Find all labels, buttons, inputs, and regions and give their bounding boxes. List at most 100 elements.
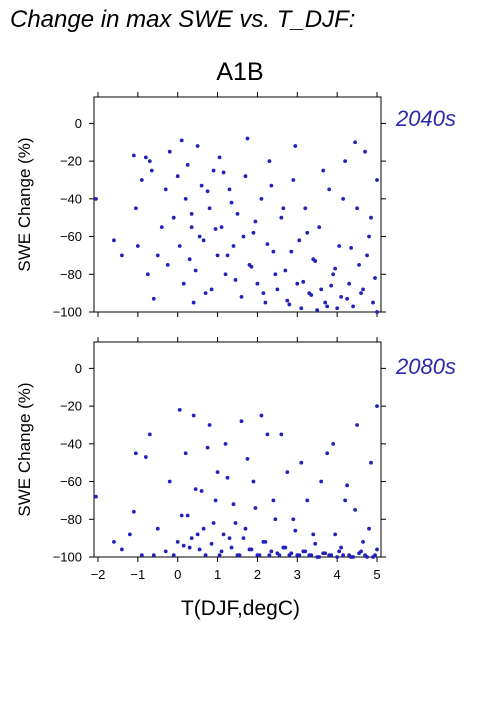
data-point bbox=[229, 545, 234, 550]
data-point bbox=[357, 551, 361, 556]
data-point bbox=[245, 136, 250, 141]
data-point bbox=[341, 553, 346, 558]
data-point bbox=[367, 234, 371, 239]
data-point bbox=[351, 304, 355, 309]
data-point bbox=[94, 494, 98, 499]
data-point bbox=[171, 553, 176, 558]
data-point bbox=[345, 483, 350, 488]
data-point bbox=[347, 281, 352, 286]
data-point bbox=[349, 555, 354, 559]
data-point bbox=[149, 168, 154, 173]
data-point bbox=[239, 295, 244, 299]
y-tick-label: −20 bbox=[60, 154, 82, 169]
data-point bbox=[185, 513, 190, 518]
data-point bbox=[209, 287, 214, 292]
data-point bbox=[147, 159, 152, 164]
data-point bbox=[279, 432, 284, 437]
data-point bbox=[155, 253, 160, 258]
data-point bbox=[231, 502, 236, 507]
data-point bbox=[189, 212, 194, 216]
data-point bbox=[205, 189, 210, 194]
data-point bbox=[359, 291, 363, 296]
data-point bbox=[215, 253, 220, 258]
data-point bbox=[217, 155, 222, 160]
data-point bbox=[187, 257, 192, 262]
data-point bbox=[225, 253, 230, 258]
data-point bbox=[211, 521, 216, 525]
data-point bbox=[241, 234, 246, 239]
data-point bbox=[337, 549, 342, 554]
data-point bbox=[191, 300, 196, 305]
data-point bbox=[299, 306, 304, 311]
data-point bbox=[373, 276, 377, 280]
y-tick-label: −100 bbox=[53, 305, 82, 320]
data-point bbox=[181, 543, 186, 548]
data-point bbox=[241, 536, 246, 541]
data-point bbox=[253, 506, 258, 510]
data-point bbox=[305, 498, 310, 503]
data-point bbox=[321, 168, 326, 173]
data-point bbox=[373, 553, 377, 558]
data-point bbox=[163, 549, 168, 554]
data-point bbox=[201, 526, 206, 531]
data-point bbox=[331, 272, 336, 277]
data-point bbox=[253, 219, 258, 224]
x-tick-label: 4 bbox=[334, 567, 341, 582]
data-point bbox=[305, 230, 310, 235]
data-point bbox=[339, 295, 344, 299]
data-point bbox=[285, 470, 290, 475]
data-point bbox=[263, 300, 268, 305]
data-point bbox=[323, 300, 328, 305]
data-point bbox=[243, 174, 248, 179]
data-point bbox=[291, 517, 296, 522]
data-point bbox=[120, 547, 124, 552]
data-point bbox=[349, 245, 354, 250]
data-point bbox=[285, 298, 290, 303]
data-point bbox=[327, 187, 332, 192]
data-point bbox=[179, 138, 184, 143]
x-axis-title: T(DJF,degC) bbox=[181, 597, 300, 620]
data-point bbox=[223, 272, 228, 277]
data-point bbox=[189, 225, 194, 230]
data-point bbox=[303, 206, 308, 211]
data-point bbox=[361, 540, 365, 544]
data-point bbox=[239, 419, 244, 424]
data-point bbox=[235, 212, 240, 216]
y-tick-label: −100 bbox=[53, 550, 82, 565]
data-point bbox=[219, 225, 224, 230]
data-point bbox=[175, 540, 180, 544]
data-point bbox=[319, 479, 324, 484]
y-tick-label: −60 bbox=[60, 229, 82, 244]
data-point bbox=[269, 549, 274, 554]
data-point bbox=[145, 272, 150, 277]
data-point bbox=[112, 238, 116, 243]
data-point bbox=[171, 215, 176, 220]
data-point bbox=[319, 287, 324, 292]
data-point bbox=[143, 155, 148, 160]
data-point bbox=[213, 227, 218, 231]
data-point bbox=[255, 281, 260, 286]
data-point bbox=[249, 264, 254, 269]
data-point bbox=[249, 547, 254, 552]
data-point bbox=[133, 451, 138, 456]
data-point bbox=[181, 281, 186, 286]
data-point bbox=[193, 268, 198, 273]
data-point bbox=[127, 532, 132, 537]
data-point bbox=[143, 455, 148, 459]
data-point bbox=[365, 555, 369, 559]
data-point bbox=[245, 457, 250, 461]
data-point bbox=[211, 168, 216, 173]
data-point bbox=[203, 553, 208, 558]
data-point bbox=[177, 407, 182, 412]
data-point bbox=[369, 215, 373, 220]
data-point bbox=[333, 532, 338, 537]
y-tick-label: −40 bbox=[60, 436, 82, 451]
data-point bbox=[279, 215, 284, 220]
data-point bbox=[339, 545, 344, 550]
data-point bbox=[375, 178, 379, 182]
data-point bbox=[333, 266, 338, 271]
data-point bbox=[175, 174, 180, 179]
data-point bbox=[265, 432, 270, 437]
y-axis-title: SWE Change (%) bbox=[15, 137, 34, 271]
